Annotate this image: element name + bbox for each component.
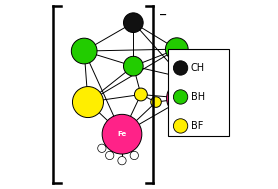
Circle shape xyxy=(113,141,120,147)
Circle shape xyxy=(123,56,143,76)
Circle shape xyxy=(173,119,188,133)
Circle shape xyxy=(151,97,161,107)
Circle shape xyxy=(123,13,143,33)
Text: BF: BF xyxy=(191,121,203,131)
Text: −: − xyxy=(159,9,167,19)
Circle shape xyxy=(173,90,188,104)
Circle shape xyxy=(106,151,114,160)
FancyBboxPatch shape xyxy=(168,49,229,136)
Circle shape xyxy=(124,141,131,147)
Circle shape xyxy=(135,88,147,101)
Circle shape xyxy=(73,87,103,118)
Circle shape xyxy=(192,93,199,100)
Text: CH: CH xyxy=(191,63,205,73)
Circle shape xyxy=(102,114,142,154)
Text: BH: BH xyxy=(191,92,205,102)
Circle shape xyxy=(109,137,116,144)
Circle shape xyxy=(191,101,198,107)
Circle shape xyxy=(98,144,106,153)
Text: Fe: Fe xyxy=(180,95,189,101)
Circle shape xyxy=(173,61,188,75)
Circle shape xyxy=(130,151,138,160)
Circle shape xyxy=(205,91,213,99)
Circle shape xyxy=(118,156,126,165)
Circle shape xyxy=(71,38,97,64)
Circle shape xyxy=(167,81,202,116)
Circle shape xyxy=(194,74,203,82)
Circle shape xyxy=(165,38,188,60)
Circle shape xyxy=(202,106,210,115)
Circle shape xyxy=(187,86,194,92)
Text: Fe: Fe xyxy=(117,131,126,137)
Circle shape xyxy=(173,68,192,87)
Circle shape xyxy=(119,143,125,150)
